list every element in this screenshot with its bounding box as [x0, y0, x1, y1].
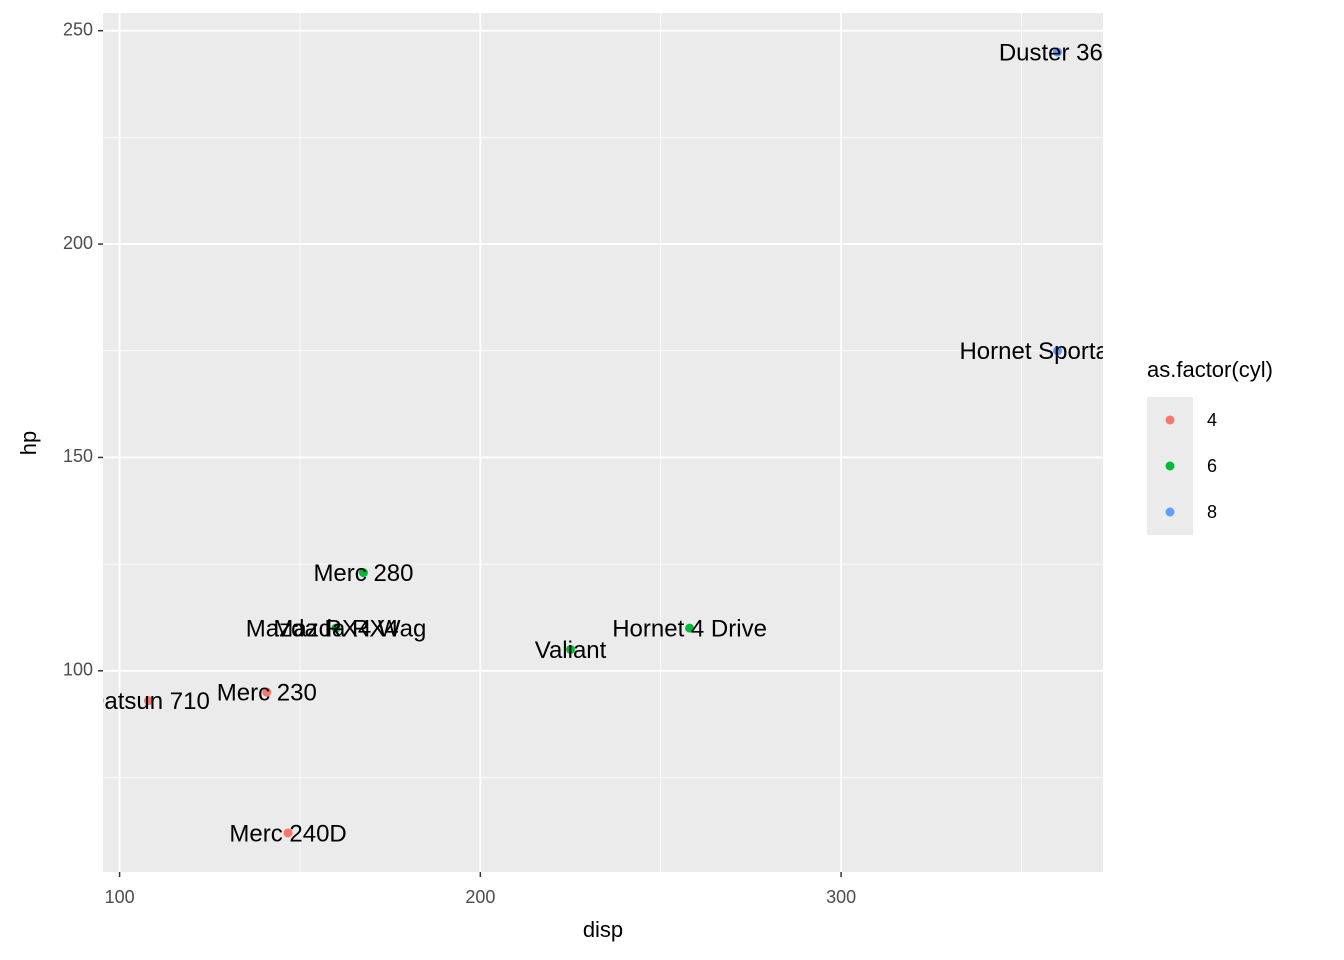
x-tick-label: 100	[105, 887, 135, 907]
legend-key	[1165, 507, 1175, 517]
point	[1053, 47, 1063, 57]
y-tick-label: 150	[63, 446, 93, 466]
y-tick-label: 200	[63, 233, 93, 253]
point	[143, 696, 153, 706]
legend-label: 8	[1207, 502, 1217, 522]
legend-title: as.factor(cyl)	[1147, 357, 1273, 382]
y-tick-label: 100	[63, 660, 93, 680]
point	[1053, 346, 1063, 356]
x-tick-label: 300	[826, 887, 856, 907]
point-label: Hornet 4 Drive	[612, 615, 767, 642]
point-label: Merc 280	[313, 560, 413, 587]
legend-label: 4	[1207, 410, 1217, 430]
point	[566, 644, 576, 654]
x-axis-title: disp	[583, 917, 623, 942]
point-label: Mazda RX4 Wag	[246, 615, 427, 642]
marks: Datsun 710 Merc 240D Merc 230 Mazda RX4Mazd…	[87, 39, 1155, 847]
legend-key	[1165, 415, 1175, 425]
point-label: Mazda RX4	[273, 615, 398, 642]
panel	[103, 13, 1103, 872]
point-label: Valiant	[535, 637, 607, 664]
grid	[103, 13, 1103, 872]
legend-key	[1165, 461, 1175, 471]
point-label: Merc 230	[217, 679, 317, 706]
point	[331, 623, 341, 633]
y-axis-title: hp	[16, 431, 41, 455]
point-label: Merc 240D	[229, 820, 346, 847]
y-tick-label: 250	[63, 19, 93, 39]
legend-label: 6	[1207, 456, 1217, 476]
point-label: Hornet Sportabout	[959, 338, 1155, 365]
point-label: Datsun 710	[87, 688, 210, 715]
point-label: Duster 360	[999, 39, 1116, 66]
point	[685, 623, 695, 633]
point	[283, 828, 293, 838]
point	[262, 687, 272, 697]
point	[358, 568, 368, 578]
x-tick-label: 200	[465, 887, 495, 907]
